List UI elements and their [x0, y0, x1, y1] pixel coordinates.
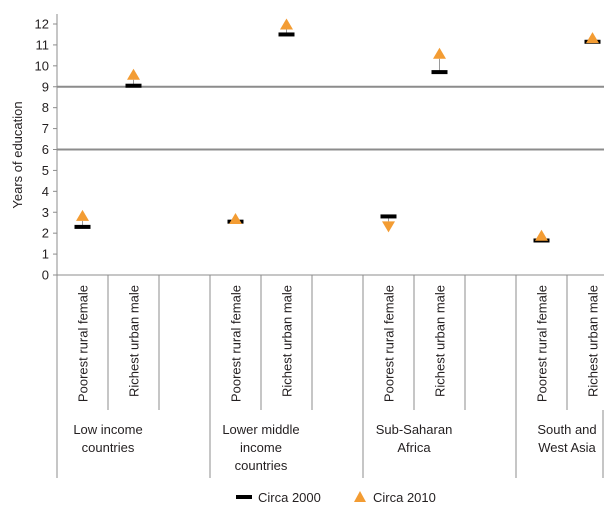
marker-circa-2000 — [74, 224, 91, 229]
y-tick-label: 11 — [36, 37, 50, 52]
y-tick-label: 4 — [42, 184, 49, 199]
group-label: Sub-Saharan — [376, 422, 453, 437]
group-label: Africa — [397, 440, 431, 455]
marker-circa-2010 — [229, 213, 242, 225]
group-label: Lower middle — [222, 422, 299, 437]
y-tick-label: 8 — [42, 100, 49, 115]
category-label: Poorest rural female — [535, 285, 550, 402]
legend-swatch-circa-2010 — [354, 491, 366, 502]
y-tick-label: 3 — [42, 205, 49, 220]
marker-circa-2010 — [127, 68, 140, 80]
y-tick-label: 7 — [42, 121, 49, 136]
marker-circa-2010 — [280, 18, 293, 30]
category-label: Richest urban male — [127, 285, 142, 397]
legend-label-circa-2000: Circa 2000 — [258, 490, 321, 505]
group-label: countries — [82, 440, 135, 455]
group-label: Low income — [73, 422, 142, 437]
category-label: Richest urban male — [433, 285, 448, 397]
legend: Circa 2000 Circa 2010 — [236, 490, 436, 505]
y-tick-label: 10 — [35, 58, 49, 73]
data-markers — [74, 18, 601, 243]
marker-circa-2010 — [586, 32, 599, 44]
marker-circa-2010 — [382, 221, 395, 233]
y-tick-label: 12 — [35, 17, 49, 32]
category-label: Poorest rural female — [382, 285, 397, 402]
group-label: income — [240, 440, 282, 455]
marker-circa-2000 — [431, 70, 448, 75]
group-label: South and — [537, 422, 596, 437]
y-tick-label: 2 — [42, 226, 49, 241]
marker-circa-2000 — [125, 83, 142, 88]
marker-circa-2000 — [380, 214, 397, 219]
y-tick-label: 5 — [42, 163, 49, 178]
y-tick-label: 6 — [42, 142, 49, 157]
legend-swatch-circa-2000 — [236, 495, 252, 499]
category-label: Poorest rural female — [229, 285, 244, 402]
marker-circa-2000 — [278, 32, 295, 37]
y-axis-label: Years of education — [10, 101, 25, 208]
marker-circa-2010 — [76, 209, 89, 221]
y-tick-label: 1 — [42, 247, 49, 262]
y-tick-label: 9 — [42, 79, 49, 94]
category-label: Richest urban male — [586, 285, 601, 397]
group-label: countries — [235, 458, 288, 473]
category-label: Poorest rural female — [76, 285, 91, 402]
y-tick-label: 0 — [42, 268, 49, 283]
category-label: Richest urban male — [280, 285, 295, 397]
group-label: West Asia — [538, 440, 596, 455]
marker-circa-2010 — [535, 229, 548, 241]
legend-label-circa-2010: Circa 2010 — [373, 490, 436, 505]
reference-lines — [57, 85, 604, 151]
marker-circa-2010 — [433, 47, 446, 59]
x-axis: Poorest rural female Richest urban male Po… — [56, 274, 604, 478]
